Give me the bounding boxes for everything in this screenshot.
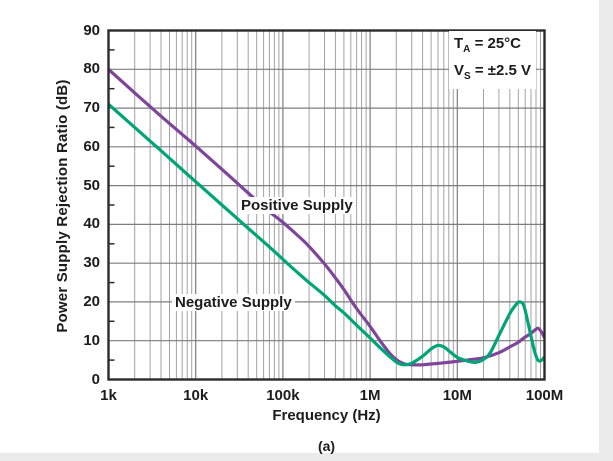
y-tick-label-90: 90 [83, 21, 100, 39]
x-tick-label-1k: 1k [100, 387, 117, 404]
y-tick-label-80: 80 [83, 60, 100, 78]
x-tick-label-10M: 10M [442, 387, 472, 404]
x-axis-title: Frequency (Hz) [272, 407, 381, 424]
y-tick-label-50: 50 [83, 176, 100, 194]
test-conditions-annotation: TA = 25°C VS = ±2.5 V [449, 31, 537, 89]
x-tick-label-100M: 100M [525, 387, 564, 404]
x-tick-label-10k: 10k [183, 387, 209, 404]
plot-frame [107, 29, 546, 381]
annotation-supply-voltage: VS = ±2.5 V [454, 62, 532, 82]
y-tick-label-0: 0 [91, 370, 100, 388]
y-tick-label-20: 20 [83, 292, 100, 310]
figure-caption: (a) [317, 438, 336, 454]
y-tick-label-40: 40 [83, 215, 100, 233]
positive-supply-curve-label: Positive Supply [238, 197, 356, 214]
y-tick-label-60: 60 [83, 137, 100, 155]
y-axis-title: Power Supply Rejection Ratio (dB) [54, 79, 71, 333]
page-edge-right [599, 0, 613, 461]
x-tick-label-100k: 100k [266, 387, 300, 404]
x-tick-label-1M: 1M [359, 387, 381, 404]
page-edge-bottom [0, 453, 613, 461]
y-tick-label-30: 30 [83, 254, 100, 272]
y-tick-label-70: 70 [83, 99, 100, 117]
y-tick-label-10: 10 [83, 331, 100, 349]
positive-supply-curve [108, 67, 545, 367]
negative-supply-curve [108, 102, 545, 367]
negative-supply-curve-label: Negative Supply [172, 294, 295, 311]
annotation-temperature: TA = 25°C [454, 35, 522, 55]
